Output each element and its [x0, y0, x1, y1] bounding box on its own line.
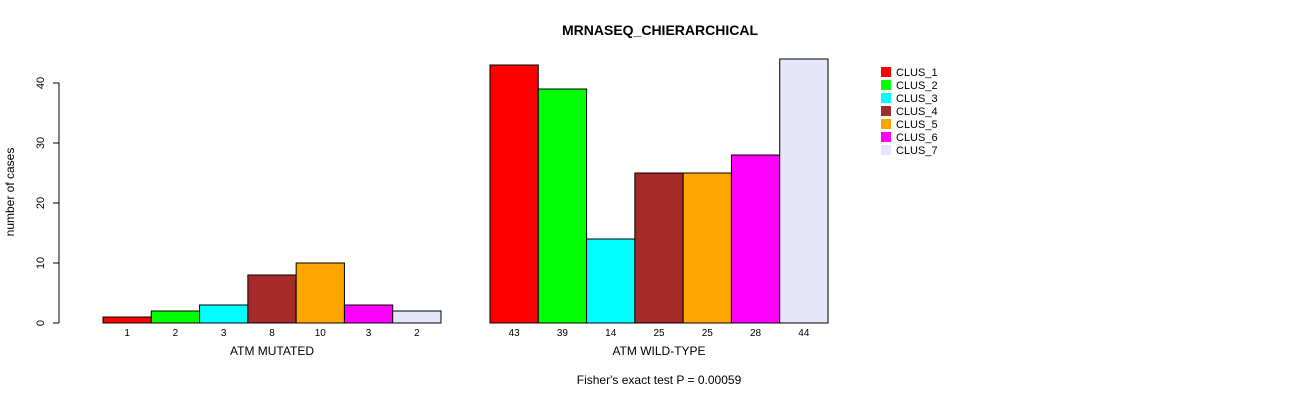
legend-swatch	[881, 119, 891, 129]
bar-value-label: 25	[702, 328, 714, 339]
bar-clus-2	[537, 88, 588, 324]
bar-value-label: 39	[557, 328, 569, 339]
bar-clus-2	[150, 310, 201, 324]
y-tick-label: 20	[35, 197, 47, 209]
bar-value-label: 2	[414, 328, 420, 339]
chart-title: MRNASEQ_CHIERARCHICAL	[562, 22, 758, 38]
bar-value-label: 25	[653, 328, 665, 339]
bars: 1 2 3 8 10 3 2 ATM MUTATED 43 39 14 25 25 28 44 ATM WIL…	[102, 58, 829, 358]
y-tick-label: 30	[35, 137, 47, 149]
legend-swatch	[881, 80, 891, 90]
bar-value-label: 3	[221, 328, 227, 339]
bar-clus-1	[102, 316, 152, 324]
bar-clus-5	[682, 172, 732, 324]
legend-label: CLUS_2	[896, 80, 938, 92]
bar-value-label: 2	[173, 328, 179, 339]
bar-clus-7	[779, 58, 829, 324]
legend-swatch	[881, 145, 891, 155]
bar-clus-3	[199, 304, 249, 324]
bar-clus-5	[295, 262, 345, 324]
legend-label: CLUS_6	[896, 132, 938, 144]
bar-clus-1	[489, 64, 539, 324]
legend-swatch	[881, 93, 891, 103]
legend-swatch	[881, 132, 891, 142]
y-tick-label: 40	[35, 77, 47, 89]
footnote: Fisher's exact test P = 0.00059	[577, 373, 742, 387]
group-label: ATM MUTATED	[230, 344, 314, 358]
bar-clus-3	[586, 238, 636, 324]
bar-clus-6	[730, 154, 781, 324]
bar-value-label: 43	[509, 328, 521, 339]
bar-value-label: 28	[750, 328, 762, 339]
bar-clus-4	[247, 274, 297, 324]
bar-value-label: 1	[124, 328, 130, 339]
legend-swatch	[881, 106, 891, 116]
bar-clus-6	[343, 304, 394, 324]
bar-value-label: 14	[605, 328, 617, 339]
legend-label: CLUS_4	[896, 106, 938, 118]
legend: CLUS_1CLUS_2CLUS_3CLUS_4CLUS_5CLUS_6CLUS…	[881, 67, 938, 157]
bar-value-label: 3	[366, 328, 372, 339]
group-label: ATM WILD-TYPE	[612, 344, 705, 358]
y-tick-label: 0	[35, 320, 47, 326]
y-axis: 0 10 20 30 40	[35, 77, 60, 326]
bar-clus-4	[634, 172, 684, 324]
bar-value-label: 8	[269, 328, 275, 339]
bar-value-label: 10	[315, 328, 327, 339]
legend-label: CLUS_3	[896, 93, 938, 105]
legend-label: CLUS_1	[896, 67, 938, 79]
y-axis-label: number of cases	[3, 148, 17, 237]
legend-label: CLUS_5	[896, 119, 938, 131]
y-tick-label: 10	[35, 257, 47, 269]
bar-value-label: 44	[798, 328, 810, 339]
bar-clus-7	[392, 310, 442, 324]
legend-label: CLUS_7	[896, 145, 938, 157]
legend-swatch	[881, 67, 891, 77]
